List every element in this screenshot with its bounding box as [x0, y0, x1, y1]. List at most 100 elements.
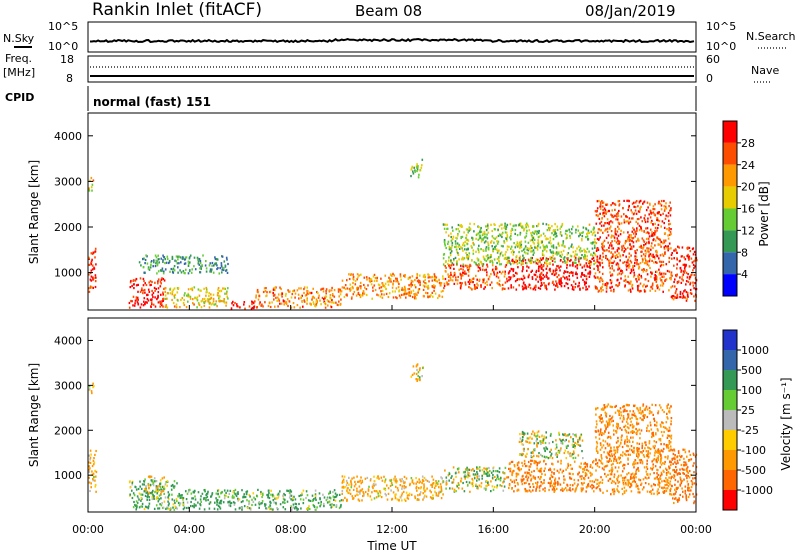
heatmap-cell	[184, 292, 186, 295]
heatmap-cell	[630, 234, 632, 237]
heatmap-cell	[159, 280, 162, 283]
heatmap-cell	[90, 186, 93, 189]
heatmap-cell	[174, 501, 176, 505]
heatmap-cell	[466, 484, 469, 487]
heatmap-cell	[593, 263, 595, 266]
heatmap-cell	[477, 247, 479, 250]
heatmap-cell	[682, 273, 685, 276]
heatmap-cell	[156, 262, 159, 265]
heatmap-cell	[663, 199, 665, 203]
heatmap-cell	[330, 289, 333, 292]
heatmap-cell	[412, 289, 415, 292]
heatmap-cell	[472, 468, 474, 471]
heatmap-cell	[166, 255, 169, 258]
heatmap-cell	[537, 243, 540, 246]
heatmap-cell	[610, 289, 612, 292]
heatmap-cell	[591, 247, 594, 250]
heatmap-cell	[217, 288, 219, 291]
heatmap-cell	[628, 256, 631, 259]
heatmap-cell	[480, 482, 483, 485]
heatmap-cell	[588, 265, 590, 268]
heatmap-cell	[442, 277, 444, 280]
heatmap-cell	[621, 487, 623, 490]
heatmap-cell	[652, 223, 654, 226]
heatmap-cell	[690, 257, 693, 260]
heatmap-cell	[580, 257, 583, 260]
heatmap-cell	[369, 495, 372, 498]
heatmap-cell	[611, 267, 614, 270]
heatmap-cell	[248, 507, 251, 510]
heatmap-cell	[194, 495, 196, 498]
heatmap-cell	[172, 301, 175, 305]
heatmap-cell	[656, 229, 658, 232]
heatmap-cell	[460, 236, 462, 240]
heatmap-cell	[605, 290, 608, 293]
heatmap-cell	[340, 499, 343, 502]
heatmap-cell	[449, 254, 452, 257]
heatmap-cell	[183, 506, 186, 509]
heatmap-cell	[93, 461, 96, 464]
heatmap-cell	[537, 222, 540, 225]
heatmap-cell	[601, 258, 603, 261]
heatmap-cell	[282, 506, 285, 509]
heatmap-cell	[344, 287, 347, 291]
heatmap-cell	[660, 260, 663, 263]
heatmap-cell	[648, 264, 650, 267]
heatmap-cell	[351, 296, 353, 299]
heatmap-cell	[485, 487, 487, 490]
heatmap-cell	[88, 256, 90, 259]
heatmap-cell	[635, 278, 637, 281]
heatmap-cell	[519, 245, 522, 248]
heatmap-cell	[293, 289, 296, 292]
heatmap-cell	[360, 489, 363, 492]
heatmap-cell	[343, 475, 346, 478]
heatmap-cell	[510, 232, 512, 235]
heatmap-cell	[222, 300, 224, 303]
heatmap-cell	[467, 474, 470, 477]
heatmap-cell	[549, 477, 551, 480]
heatmap-cell	[284, 294, 287, 297]
heatmap-cell	[680, 269, 683, 272]
heatmap-cell	[543, 435, 545, 438]
heatmap-cell	[567, 464, 570, 467]
heatmap-cell	[620, 222, 623, 225]
heatmap-cell	[427, 273, 429, 276]
heatmap-cell	[545, 286, 547, 289]
heatmap-cell	[646, 415, 649, 419]
heatmap-cell	[554, 479, 556, 482]
heatmap-cell	[416, 168, 419, 171]
heatmap-cell	[145, 254, 147, 257]
heatmap-cell	[137, 487, 140, 491]
heatmap-cell	[501, 223, 503, 226]
heatmap-cell	[582, 286, 584, 290]
heatmap-cell	[137, 283, 139, 286]
heatmap-cell	[638, 411, 641, 414]
heatmap-cell	[451, 481, 454, 484]
heatmap-cell	[204, 498, 207, 501]
heatmap-cell	[553, 273, 556, 277]
heatmap-cell	[513, 274, 516, 277]
heatmap-cell	[521, 475, 524, 478]
heatmap-cell	[299, 498, 302, 501]
heatmap-cell	[518, 440, 521, 443]
heatmap-cell	[161, 267, 164, 270]
heatmap-cell	[344, 486, 346, 489]
heatmap-cell	[592, 231, 595, 234]
heatmap-cell	[554, 269, 557, 272]
heatmap-cell	[462, 263, 465, 266]
heatmap-cell	[621, 270, 623, 273]
heatmap-cell	[284, 301, 287, 304]
heatmap-cell	[530, 459, 532, 462]
heatmap-cell	[575, 488, 577, 491]
heatmap-cell	[508, 467, 510, 470]
heatmap-cell	[692, 247, 695, 250]
heatmap-cell	[258, 303, 261, 306]
heatmap-cell	[655, 276, 658, 279]
heatmap-cell	[447, 262, 449, 265]
heatmap-cell	[681, 278, 683, 281]
heatmap-cell	[599, 257, 601, 260]
heatmap-cell	[281, 292, 284, 295]
heatmap-cell	[517, 489, 520, 492]
heatmap-cell	[497, 282, 499, 285]
heatmap-cell	[628, 206, 630, 209]
